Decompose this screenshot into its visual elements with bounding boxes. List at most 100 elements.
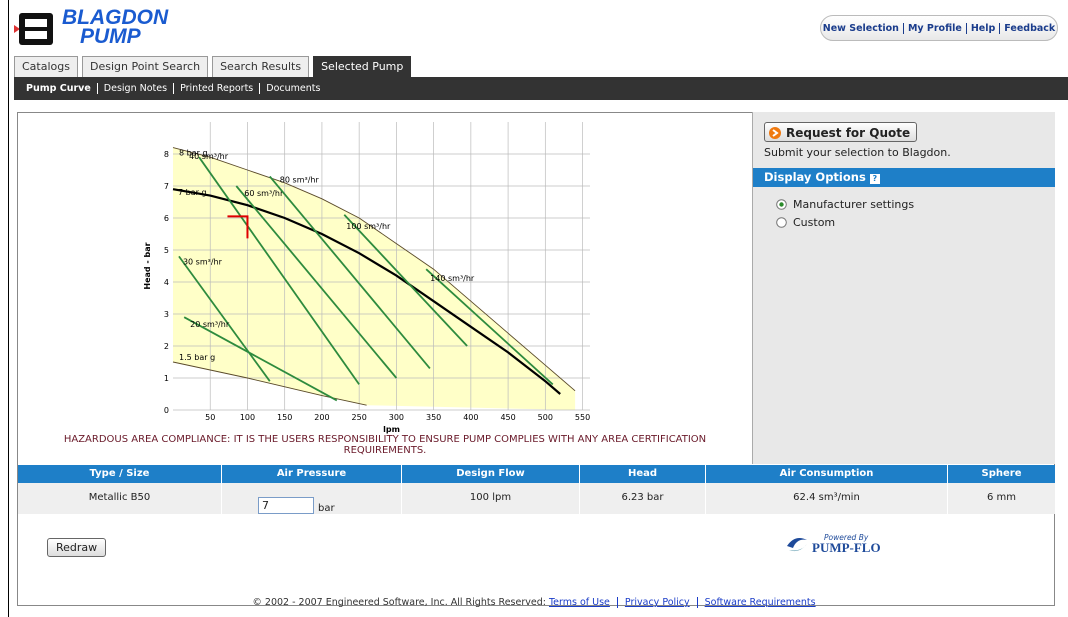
link[interactable]: Help [965,22,995,34]
logo-swoosh [787,537,807,551]
link[interactable]: New Selection [822,22,899,34]
curve [172,188,561,395]
curve-label: 20 sm³/hr [190,320,230,329]
envelope [173,147,576,410]
x-tick-label: 400 [463,413,478,422]
radio-option[interactable]: Manufacturer settings [776,198,914,211]
table-header: Sphere [948,465,1055,483]
curve-label: 30 sm³/hr [183,257,223,266]
x-axis-label: lpm [383,425,400,434]
button-label: Request for Quote [786,125,911,140]
footer-link[interactable]: Software Requirements [704,597,816,608]
quote-note: Submit your selection to Blagdon. [764,146,951,159]
section-header: Display Options ? [753,168,1055,187]
y-tick-label: 4 [164,278,169,287]
redraw-button[interactable]: Redraw [47,538,107,557]
subnav-link[interactable]: Documents [259,83,326,94]
x-tick-label: 250 [352,413,367,422]
y-tick-label: 3 [164,310,169,319]
tab[interactable]: Selected Pump [313,56,412,77]
logo-text: BLAGDON [62,6,169,29]
unit: bar [318,503,335,514]
powered-logo: Powered By PUMP-FLO [785,533,881,554]
design-point [227,215,249,239]
footer-link[interactable]: Privacy Policy [624,597,690,608]
radio-label: Custom [793,216,836,229]
link[interactable]: Feedback [999,22,1055,34]
x-tick-label: 550 [575,413,590,422]
copyright: © 2002 - 2007 Engineered Software, Inc. … [252,597,546,608]
radio-label: Manufacturer settings [793,198,915,211]
powered-by: Powered By [824,533,869,542]
pressure-input[interactable]: 7 [258,497,314,514]
curve [172,147,576,392]
x-tick-label: 450 [500,413,515,422]
curve [178,255,271,382]
table-header: Type / Size [18,465,222,483]
tabs: Catalogs Design Point Search Search Result… [14,56,412,77]
x-tick-label: 350 [426,413,441,422]
side-panel [752,112,1055,464]
help-icon[interactable]: ? [869,174,880,184]
subnav-link[interactable]: Printed Reports [173,83,259,94]
radio [776,199,787,210]
y-axis-label: Head - bar [143,242,152,289]
tab[interactable]: Search Results [212,56,310,77]
y-tick-label: 7 [164,182,169,191]
x-tick-label: 100 [240,413,255,422]
table-cell: 6.23 bar [580,483,706,514]
quote-button[interactable]: Request for Quote [764,122,918,142]
table-header: Head [580,465,706,483]
brand: PUMP-FLO [812,540,881,555]
curve-label: 80 sm³/hr [280,175,320,184]
curve [235,185,398,379]
curve [343,214,468,347]
y-tick-label: 6 [164,214,169,223]
y-tick-label: 1 [164,374,169,383]
subnav-link[interactable]: Pump Curve [26,83,91,94]
link[interactable]: My Profile [902,22,962,34]
table-header: Design Flow [402,465,580,483]
radio [776,217,787,228]
x-tick-label: 50 [205,413,215,422]
y-tick-label: 2 [164,342,169,351]
table-cell: Metallic B50 [18,483,222,514]
y-tick-label: 5 [164,246,169,255]
table-cell: 62.4 sm³/min [706,483,948,514]
curve-label: 40 sm³/hr [189,152,229,161]
top-links: New Selection My Profile Help Feedback [820,15,1058,41]
footer-link[interactable]: Terms of Use [548,597,610,608]
table-cell: 6 mm [948,483,1055,514]
curve [172,361,367,406]
curve-label: 60 sm³/hr [244,189,284,198]
subnav-link[interactable]: Design Notes [96,83,173,94]
table-cell: 100 lpm [402,483,580,514]
curve-label: 1.5 bar g [179,353,215,362]
curve-label: 100 sm³/hr [346,222,391,231]
subnav: Pump Curve Design Notes Printed Reports Doc… [14,77,1068,100]
notice: HAZARDOUS AREA COMPLIANCE: IT IS THE USE… [63,434,707,456]
icon [769,126,781,139]
left-border [8,0,9,617]
table-header: Air Consumption [706,465,948,483]
y-tick-label: 8 [164,150,169,159]
x-tick-label: 150 [277,413,292,422]
x-tick-label: 300 [389,413,404,422]
curve [425,268,554,386]
curve [198,156,360,385]
curve-label: 8 bar g [179,149,208,158]
logo-text: PUMP [80,25,141,48]
y-tick-label: 0 [164,406,169,415]
table-header: Air Pressure [222,465,402,483]
tab[interactable]: Design Point Search [81,56,209,77]
curve [269,175,431,369]
pump-chart: 50 100 150 200 250 300 350 400 450 500 550 0 1 2 3 4 5 6 7… [143,122,590,434]
curve [183,316,338,402]
curve-label: 140 sm³/hr [430,274,475,283]
footer: © 2002 - 2007 Engineered Software, Inc. … [0,597,1068,608]
tab[interactable]: Catalogs [14,56,78,77]
table-cell: 7 bar [222,483,402,514]
radio-option[interactable]: Custom [776,216,835,229]
curve-label: 7 bar g [178,188,207,197]
